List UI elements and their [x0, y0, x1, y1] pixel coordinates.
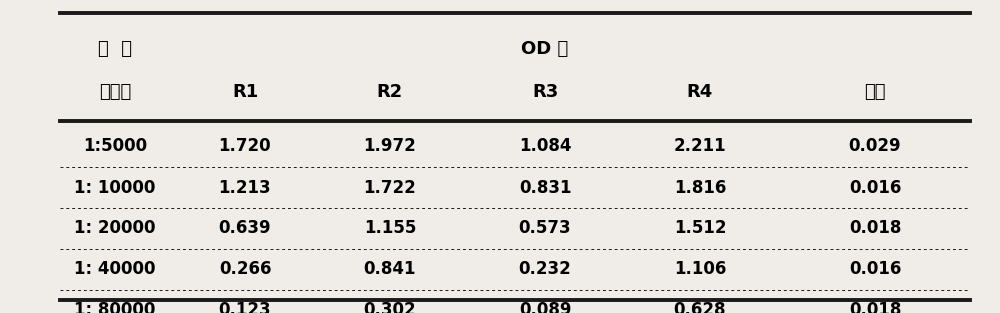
Text: 0.018: 0.018: [849, 219, 901, 238]
Text: 2.211: 2.211: [674, 136, 726, 155]
Text: 0.123: 0.123: [219, 301, 271, 313]
Text: 1.084: 1.084: [519, 136, 571, 155]
Text: R2: R2: [377, 83, 403, 101]
Text: 0.089: 0.089: [519, 301, 571, 313]
Text: R4: R4: [687, 83, 713, 101]
Text: 0.016: 0.016: [849, 179, 901, 197]
Text: 1.155: 1.155: [364, 219, 416, 238]
Text: 0.029: 0.029: [849, 136, 901, 155]
Text: 1.213: 1.213: [219, 179, 271, 197]
Text: 1.972: 1.972: [364, 136, 416, 155]
Text: 0.831: 0.831: [519, 179, 571, 197]
Text: 1.720: 1.720: [219, 136, 271, 155]
Text: 稀释度: 稀释度: [99, 83, 131, 101]
Text: 0.628: 0.628: [674, 301, 726, 313]
Text: 0.016: 0.016: [849, 260, 901, 278]
Text: 1:5000: 1:5000: [83, 136, 147, 155]
Text: 1.816: 1.816: [674, 179, 726, 197]
Text: 1: 20000: 1: 20000: [74, 219, 156, 238]
Text: 1.106: 1.106: [674, 260, 726, 278]
Text: OD 値: OD 値: [521, 39, 569, 58]
Text: 0.841: 0.841: [364, 260, 416, 278]
Text: 1: 40000: 1: 40000: [74, 260, 156, 278]
Text: 阴性: 阴性: [864, 83, 886, 101]
Text: 0.302: 0.302: [364, 301, 416, 313]
Text: 1: 10000: 1: 10000: [74, 179, 156, 197]
Text: 0.639: 0.639: [219, 219, 271, 238]
Text: 0.232: 0.232: [519, 260, 571, 278]
Text: 血  清: 血 清: [98, 39, 132, 58]
Text: 0.018: 0.018: [849, 301, 901, 313]
Text: R3: R3: [532, 83, 558, 101]
Text: 1: 80000: 1: 80000: [74, 301, 156, 313]
Text: 0.266: 0.266: [219, 260, 271, 278]
Text: 0.573: 0.573: [519, 219, 571, 238]
Text: R1: R1: [232, 83, 258, 101]
Text: 1.512: 1.512: [674, 219, 726, 238]
Text: 1.722: 1.722: [364, 179, 416, 197]
